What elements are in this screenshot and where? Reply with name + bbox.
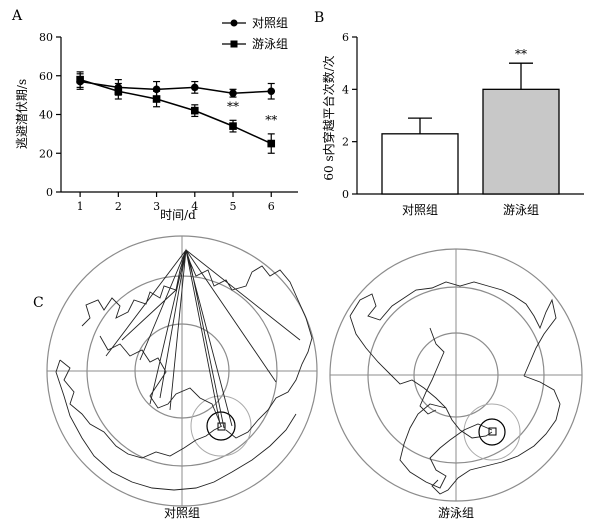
panel-label-a: A	[11, 8, 23, 24]
legend-marker-control	[230, 19, 238, 27]
legend-label-control: 对照组	[252, 16, 288, 30]
platform-marker	[488, 427, 497, 436]
significance-mark-b: **	[515, 47, 527, 61]
data-point-control	[190, 83, 199, 92]
crossing-bar-chart: 0 2 4 6 对照组 游泳组 ** 60 s内穿越平台次数/次	[321, 31, 584, 217]
x-category-label-b: 对照组	[402, 203, 438, 217]
y-axis-label-a: 逃避潜伏期/s	[15, 79, 29, 149]
data-point-swim	[152, 95, 161, 103]
y-tick-label-a: 40	[39, 109, 53, 122]
platform-zone	[463, 403, 521, 461]
data-point-swim	[190, 106, 199, 115]
x-tick-label-a: 2	[115, 200, 122, 213]
x-tick-label-a: 1	[77, 200, 84, 213]
panel-label-c: C	[33, 295, 44, 311]
panel-label-b: B	[314, 10, 324, 26]
significance-mark-a: *	[192, 84, 198, 98]
y-tick-label-b: 2	[342, 136, 349, 149]
significance-mark-a: **	[265, 113, 277, 127]
control-track-label: 对照组	[164, 506, 200, 520]
legend-marker-swim	[230, 40, 238, 48]
data-point-swim	[76, 75, 84, 84]
control-swim-path	[55, 248, 313, 491]
x-axis-label-a: 时间/d	[160, 208, 196, 222]
data-point-control	[267, 87, 276, 96]
swim-swim-path	[349, 281, 561, 495]
y-tick-label-a: 80	[39, 31, 53, 44]
y-tick-label-b: 0	[342, 188, 349, 201]
bar-1	[482, 88, 560, 195]
swim-track-label: 游泳组	[438, 506, 474, 520]
y-tick-label-a: 0	[46, 186, 53, 199]
x-tick-label-a: 6	[268, 200, 275, 213]
data-point-control	[229, 89, 237, 97]
bar-0	[381, 133, 459, 195]
data-point-swim	[114, 87, 123, 96]
series-line-1	[79, 78, 272, 145]
platform-ring	[478, 418, 506, 446]
x-category-label-b: 游泳组	[503, 203, 539, 217]
y-tick-label-b: 6	[342, 31, 349, 44]
y-axis-label-b: 60 s内穿越平台次数/次	[321, 55, 336, 180]
platform-zone	[190, 395, 252, 457]
series-line-0	[80, 80, 272, 94]
data-point-swim	[267, 139, 276, 148]
x-tick-label-a: 5	[230, 200, 237, 213]
swim-track-pool: 游泳组	[329, 248, 583, 520]
y-tick-label-a: 20	[39, 147, 53, 160]
x-tick-label-a: 4	[191, 200, 198, 213]
legend-label-swim: 游泳组	[252, 37, 288, 51]
x-tick-label-a: 3	[153, 200, 160, 213]
legend-a: 对照组 游泳组	[222, 16, 288, 51]
y-tick-label-a: 60	[39, 70, 53, 83]
data-point-swim	[229, 122, 237, 130]
control-track-pool: 对照组	[46, 235, 318, 520]
y-tick-label-b: 4	[342, 83, 349, 96]
significance-mark-a: **	[227, 99, 239, 113]
